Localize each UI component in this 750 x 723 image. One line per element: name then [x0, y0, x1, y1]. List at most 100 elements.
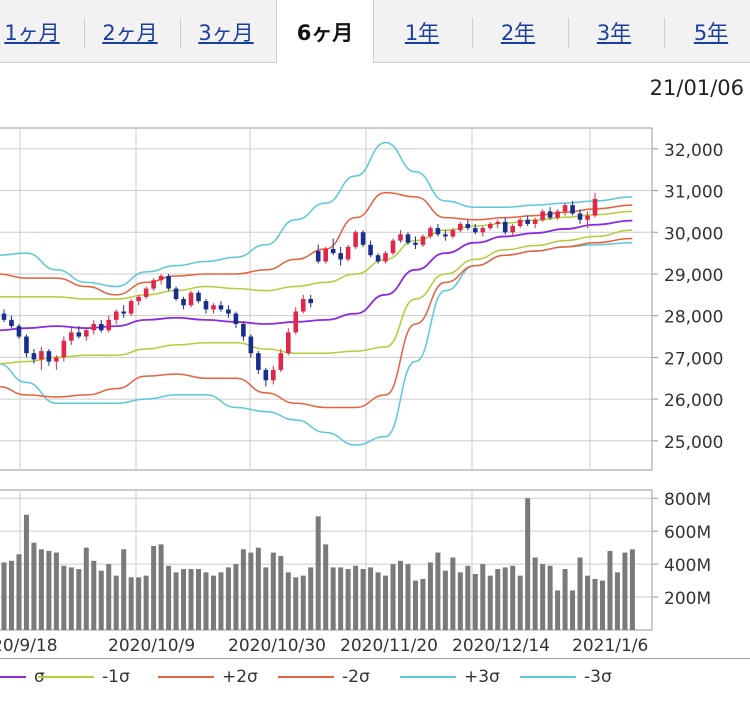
tab-3-months[interactable]: 3ヶ月 — [198, 21, 254, 45]
volume-bar — [285, 572, 291, 630]
volume-bar — [8, 560, 14, 630]
candle-body — [555, 211, 560, 218]
volume-bar — [23, 514, 29, 630]
tab-separator — [472, 18, 473, 48]
candle-body — [383, 253, 388, 262]
candle-body — [211, 305, 216, 310]
price-plot-frame — [0, 127, 653, 471]
candle-body — [271, 369, 276, 381]
legend-plus-two-sigma: +2σ — [158, 667, 258, 687]
price-tick-label: 29,000 — [664, 266, 723, 286]
candle-body — [24, 336, 29, 354]
x-axis-label: 2020/12/14 — [452, 636, 550, 656]
volume-tick-label: 600M — [664, 523, 711, 543]
candle-body — [517, 219, 523, 227]
volume-bar — [181, 569, 187, 630]
candle-body — [540, 211, 545, 220]
tab-5-years[interactable]: 5年 — [693, 21, 729, 45]
volume-bar — [233, 564, 239, 630]
candle-body — [330, 248, 336, 254]
volume-bar — [196, 569, 202, 630]
candle-body — [323, 248, 328, 262]
volume-bar — [98, 570, 104, 630]
volume-bar — [330, 567, 336, 630]
candle-body — [338, 253, 343, 260]
volume-bar — [210, 575, 216, 630]
volume-bar — [397, 560, 403, 630]
volume-bar — [255, 547, 261, 630]
candle-body — [91, 324, 97, 331]
sigma-line — [0, 219, 633, 332]
candle-body — [226, 309, 231, 314]
x-axis-label: 2021/1/6 — [572, 636, 648, 656]
volume-bar — [225, 567, 231, 630]
price-chart: 32,000 31,000 30,000 29,000 28,000 27,000 26,0… — [0, 127, 723, 656]
legend-minus-one-sigma: -1σ — [38, 667, 130, 687]
candle-body — [465, 223, 471, 229]
candle-body — [31, 353, 37, 360]
volume-bar — [31, 542, 37, 630]
candle-body — [562, 205, 568, 212]
candle-body — [241, 324, 246, 337]
candle-body — [9, 319, 14, 327]
x-axis-label: 2020/10/30 — [228, 636, 326, 656]
candle-body — [16, 326, 22, 337]
volume-bar — [629, 549, 635, 630]
price-tick-label: 32,000 — [664, 141, 723, 161]
x-axis-label: 2020/10/9 — [108, 636, 195, 656]
volume-tick-label: 200M — [664, 589, 711, 609]
candle-body — [1, 313, 7, 320]
volume-bar — [547, 565, 553, 630]
candle-body — [532, 219, 538, 224]
volume-bar — [480, 564, 486, 630]
candle-body — [360, 232, 366, 245]
price-tick-label: 26,000 — [664, 391, 723, 411]
volume-bar — [502, 567, 508, 630]
candle-body — [293, 311, 299, 333]
candle-body — [345, 246, 351, 260]
candle-body — [375, 255, 381, 262]
volume-bar — [151, 546, 157, 630]
volume-tick-label: 800M — [664, 490, 711, 510]
legend-swatch — [38, 676, 94, 678]
candle-body — [61, 340, 67, 358]
volume-bar — [173, 572, 179, 630]
candle-body — [256, 353, 261, 370]
volume-bar — [240, 549, 246, 630]
tab-1-month[interactable]: 1ヶ月 — [4, 21, 60, 45]
candle-body — [248, 336, 254, 354]
candle-body — [510, 226, 516, 233]
candle-body — [181, 299, 186, 306]
candle-body — [121, 311, 126, 314]
tab-2-months[interactable]: 2ヶ月 — [102, 21, 158, 45]
candle-body — [54, 357, 59, 362]
volume-bar — [308, 567, 314, 630]
volume-bar — [465, 565, 471, 630]
tab-6-months[interactable]: 6ヶ月 — [276, 0, 374, 63]
volume-bar — [622, 552, 628, 630]
tab-separator — [664, 18, 665, 48]
volume-bar — [435, 552, 441, 630]
volume-bar — [472, 574, 478, 630]
candle-body — [495, 221, 501, 224]
candle-body — [69, 332, 74, 341]
candle-body — [458, 223, 463, 231]
volume-bar — [166, 565, 172, 630]
candle-body — [76, 332, 82, 337]
tab-separator — [84, 18, 85, 48]
candle-body — [218, 305, 224, 310]
candle-body — [428, 228, 433, 237]
volume-bar — [248, 552, 254, 630]
volume-bar — [427, 562, 433, 630]
candle-body — [398, 234, 403, 241]
candle-body — [450, 230, 456, 237]
tab-3-years[interactable]: 3年 — [596, 21, 632, 45]
volume-tick-label: 400M — [664, 556, 711, 576]
tab-1-year[interactable]: 1年 — [404, 21, 440, 45]
legend-swatch — [400, 676, 456, 678]
volume-bar — [570, 590, 576, 630]
volume-bar — [368, 567, 374, 630]
tab-2-years[interactable]: 2年 — [500, 21, 536, 45]
candle-body — [188, 292, 194, 306]
volume-bar — [457, 572, 463, 630]
